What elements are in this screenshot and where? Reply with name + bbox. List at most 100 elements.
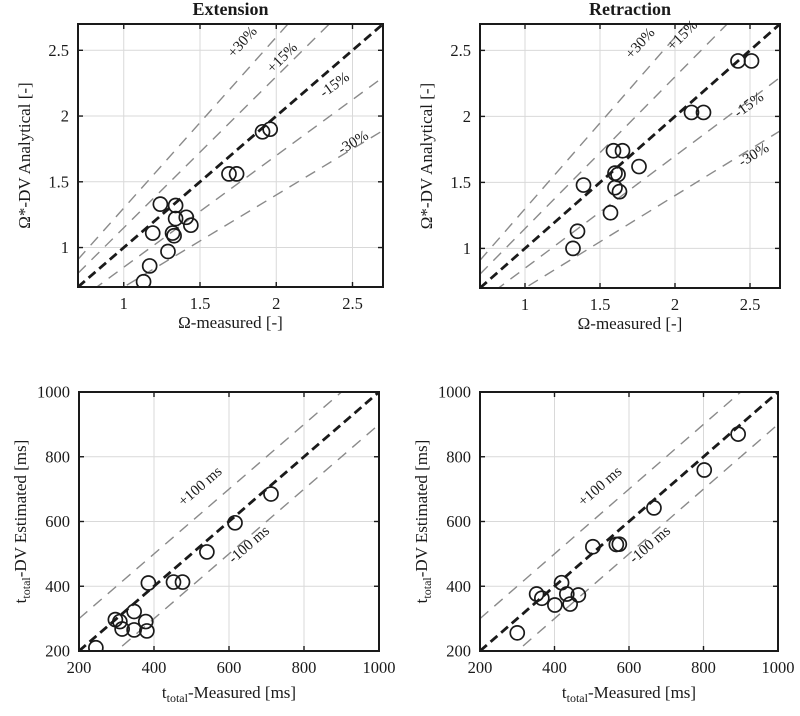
data-point <box>160 243 176 260</box>
tolerance-label: +100 ms <box>176 463 226 509</box>
tolerance-line <box>523 130 780 288</box>
axis-text: 1 1.5 2 2.5 1 1.5 2 2.5 Retraction Ω-measured [-]… <box>417 0 760 333</box>
x-tick-label: 1.5 <box>590 295 611 314</box>
plot-border <box>479 23 781 289</box>
x-tick-label: 1000 <box>363 658 396 677</box>
tolerance-line <box>115 423 379 651</box>
data-point <box>144 225 161 241</box>
data-point <box>135 273 152 287</box>
data-point <box>611 536 628 553</box>
tolerance-label: +100 ms <box>575 463 625 509</box>
y-tick-label: 2.5 <box>48 41 69 60</box>
tolerance-line <box>78 24 289 260</box>
data-point <box>533 590 550 607</box>
tolerance-label: -30% <box>736 140 772 170</box>
x-tick-label: 800 <box>691 658 716 677</box>
grid-lines <box>78 24 383 287</box>
y-tick-label: 1.5 <box>450 173 471 192</box>
tolerance-label: -30% <box>335 128 371 158</box>
line-annotations: +100 ms-100 ms <box>575 463 674 567</box>
scatter-points <box>565 53 760 257</box>
data-point <box>547 597 563 613</box>
x-tick-label: 600 <box>617 658 642 677</box>
grid-lines <box>480 24 780 288</box>
tolerance-line <box>79 392 343 620</box>
data-point <box>167 210 184 227</box>
x-axis-label: ttotal-Measured [ms] <box>162 683 296 705</box>
y-tick-label: 1.5 <box>48 172 69 191</box>
axis-ticks <box>480 24 780 288</box>
data-point <box>167 197 184 214</box>
data-point <box>199 544 215 560</box>
data-point <box>165 574 182 590</box>
tolerance-label: +15% <box>664 17 701 54</box>
x-tick-label: 2 <box>272 294 280 313</box>
tolerance-label: -15% <box>317 69 353 101</box>
x-tick-label: 200 <box>67 658 92 677</box>
data-point <box>743 53 760 69</box>
data-point <box>569 223 586 240</box>
tolerance-line <box>122 129 383 287</box>
y-tick-label: 2.5 <box>450 41 471 60</box>
data-point <box>730 426 746 442</box>
axis-ticks <box>78 391 380 652</box>
data-point <box>610 166 626 183</box>
panel-retraction-omega: 1 1.5 2 2.5 1 1.5 2 2.5 Retraction Ω-measured [-]… <box>417 0 781 333</box>
data-point <box>509 625 526 641</box>
y-tick-label: 800 <box>45 447 70 466</box>
y-tick-label: 600 <box>446 512 471 531</box>
x-tick-label: 1 <box>521 295 529 314</box>
data-point <box>570 587 587 603</box>
y-tick-label: 2 <box>61 107 69 126</box>
panel-extension-time: 200 400 600 800 1000 200 400 600 800 1000 ttotal-M… <box>11 383 396 706</box>
x-tick-label: 200 <box>468 658 493 677</box>
data-point <box>696 462 713 478</box>
identity-line <box>78 24 383 287</box>
tolerance-line <box>78 24 331 274</box>
panel-title: Extension <box>192 0 268 19</box>
data-point <box>646 500 662 516</box>
data-point <box>562 596 578 612</box>
y-tick-label: 1000 <box>438 383 471 402</box>
data-point <box>112 613 128 630</box>
x-tick-label: 1 <box>120 294 128 313</box>
data-point <box>152 196 169 213</box>
y-tick-label: 400 <box>446 577 471 596</box>
data-point <box>558 586 575 602</box>
data-point <box>221 166 237 182</box>
tolerance-label: +30% <box>623 25 659 62</box>
data-point <box>137 613 154 630</box>
tolerance-line <box>497 76 780 288</box>
scatter-points <box>509 426 746 641</box>
plot-border <box>77 23 384 288</box>
y-tick-label: 200 <box>45 642 70 661</box>
reference-lines <box>480 392 778 651</box>
x-tick-label: 400 <box>142 658 167 677</box>
data-point <box>585 538 601 555</box>
panel-title: Retraction <box>589 0 671 19</box>
y-tick-label: 600 <box>45 512 70 531</box>
identity-line <box>480 24 780 288</box>
data-point <box>254 123 271 140</box>
y-axis-label: Ω*-DV Analytical [-] <box>417 83 436 229</box>
data-point <box>88 639 104 651</box>
y-axis-label: Ω*-DV Analytical [-] <box>15 82 34 228</box>
data-point <box>126 603 142 620</box>
identity-line <box>79 392 379 651</box>
panel-retraction-time: 200 400 600 800 1000 200 400 600 800 1000 ttotal-M… <box>412 383 795 706</box>
data-point <box>228 166 245 182</box>
data-point <box>174 574 191 590</box>
data-point <box>227 514 243 531</box>
data-point <box>262 121 278 138</box>
y-tick-label: 1 <box>463 239 471 258</box>
axis-ticks <box>479 391 779 652</box>
data-point <box>114 621 130 637</box>
x-tick-label: 800 <box>292 658 317 677</box>
x-axis-label: ttotal-Measured [ms] <box>562 683 696 705</box>
axis-text: 1 1.5 2 2.5 1 1.5 2 2.5 Extension Ω-measured [-] Ω… <box>15 0 363 332</box>
tolerance-label: -100 ms <box>627 523 674 567</box>
y-axis-label: ttotal-DV Estimated [ms] <box>11 440 33 604</box>
identity-line <box>480 392 778 651</box>
y-tick-label: 2 <box>463 107 471 126</box>
